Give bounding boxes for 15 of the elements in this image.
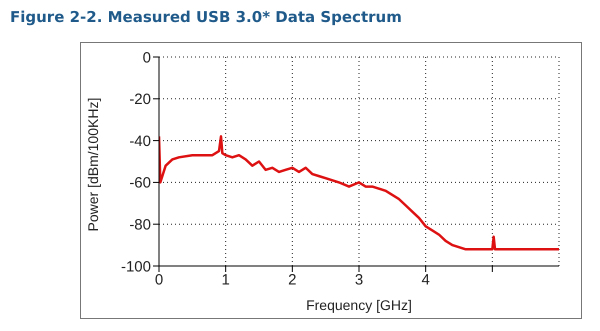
x-tick-label: 4 [421, 272, 430, 289]
y-tick-label: -40 [129, 132, 151, 150]
y-tick-label: -80 [129, 216, 151, 234]
x-tick-label: 1 [221, 272, 230, 289]
chart-title: Figure 2-2. Measured USB 3.0* Data Spectrum [10, 8, 403, 26]
y-tick-label: -60 [129, 174, 151, 192]
x-tick-label: 0 [154, 272, 164, 289]
x-axis-title: Frequency [GHz] [306, 297, 412, 313]
y-tick-label: -20 [129, 91, 151, 108]
y-tick-label: -100 [120, 258, 151, 276]
line-series [159, 135, 559, 251]
x-tick-label: 2 [288, 272, 297, 289]
y-axis-title: Power [dBm/100KHz] [84, 98, 101, 232]
y-tick-label: 0 [142, 49, 151, 66]
x-tick-label: 3 [354, 272, 364, 289]
